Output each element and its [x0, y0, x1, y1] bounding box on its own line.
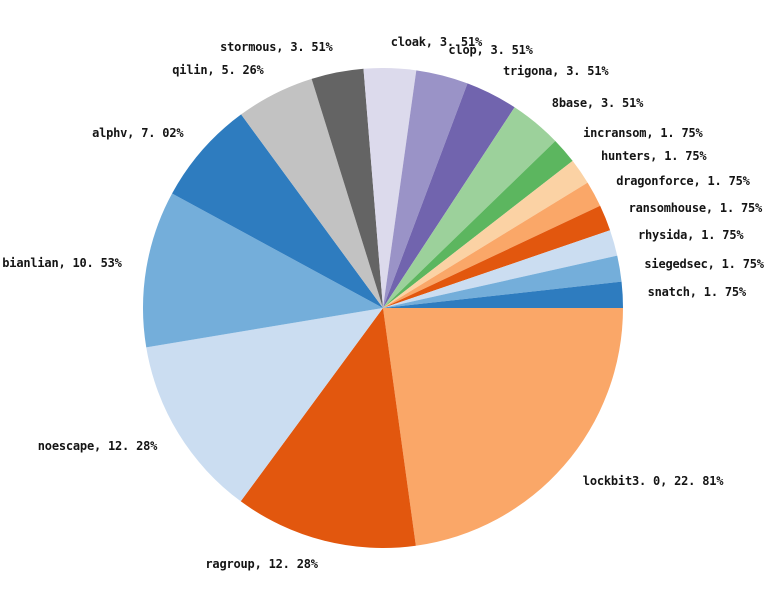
pie-slice-bianlian	[143, 193, 383, 348]
slice-label-dragonforce: dragonforce, 1. 75%	[616, 174, 750, 189]
slice-label-clop: clop, 3. 51%	[448, 43, 533, 58]
pie-slice-lockbit3.0	[383, 308, 623, 546]
slice-label-cloak: cloak, 3. 51%	[390, 35, 483, 50]
pie-slice-siegedsec	[383, 255, 622, 308]
pie-slice-cloak	[363, 67, 417, 308]
slice-label-incransom: incransom, 1. 75%	[583, 126, 703, 141]
slice-label-lockbit3.0: lockbit3. 0, 22. 81%	[582, 474, 724, 489]
slice-label-bianlian: bianlian, 10. 53%	[2, 256, 122, 271]
pie-slice-ransomhouse	[383, 205, 611, 308]
pie-slice-ragroup	[240, 308, 416, 548]
slice-label-8base: 8base, 3. 51%	[551, 95, 644, 110]
pie-slice-qilin	[241, 78, 383, 308]
pie-slice-noescape	[146, 308, 383, 502]
pie-slice-8base	[383, 107, 556, 308]
slice-label-siegedsec: siegedsec, 1. 75%	[644, 256, 764, 271]
pie-slice-stormous	[311, 68, 383, 308]
slice-label-noescape: noescape, 12. 28%	[37, 438, 158, 453]
pie-slice-dragonforce	[383, 182, 601, 308]
slice-label-ransomhouse: ransomhouse, 1. 75%	[628, 200, 763, 215]
slice-label-stormous: stormous, 3. 51%	[220, 39, 333, 54]
pie-slice-hunters	[383, 160, 588, 308]
slice-label-alphv: alphv, 7. 02%	[92, 125, 184, 140]
slice-label-rhysida: rhysida, 1. 75%	[638, 228, 744, 243]
pie-slice-snatch	[383, 281, 623, 308]
slice-label-ragroup: ragroup, 12. 28%	[205, 556, 318, 571]
pie-slice-trigona	[383, 83, 515, 309]
pie-slice-rhysida	[383, 230, 618, 308]
slice-label-snatch: snatch, 1. 75%	[647, 285, 747, 300]
slice-label-hunters: hunters, 1. 75%	[601, 149, 707, 164]
pie-slice-alphv	[172, 114, 383, 309]
slice-label-qilin: qilin, 5. 26%	[172, 63, 264, 78]
slice-label-trigona: trigona, 3. 51%	[503, 63, 609, 78]
pie-slice-clop	[383, 70, 468, 308]
pie-slice-incransom	[383, 140, 573, 308]
